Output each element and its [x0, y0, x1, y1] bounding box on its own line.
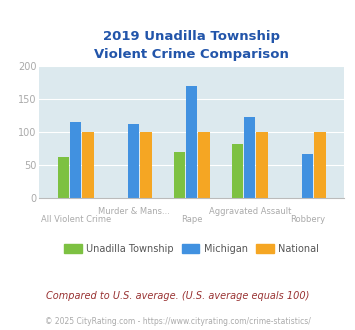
Bar [302, 154, 313, 198]
Text: Murder & Mans...: Murder & Mans... [98, 207, 170, 216]
Bar [198, 132, 209, 198]
Bar [232, 144, 243, 198]
Bar [140, 132, 152, 198]
Bar [82, 132, 94, 198]
Text: Aggravated Assault: Aggravated Assault [208, 207, 291, 216]
Bar [244, 117, 255, 198]
Bar [256, 132, 268, 198]
Text: All Violent Crime: All Violent Crime [40, 215, 111, 224]
Text: Compared to U.S. average. (U.S. average equals 100): Compared to U.S. average. (U.S. average … [46, 291, 309, 301]
Text: Rape: Rape [181, 215, 202, 224]
Bar [128, 124, 140, 198]
Bar [314, 132, 326, 198]
Title: 2019 Unadilla Township
Violent Crime Comparison: 2019 Unadilla Township Violent Crime Com… [94, 30, 289, 61]
Bar [58, 157, 69, 198]
Text: © 2025 CityRating.com - https://www.cityrating.com/crime-statistics/: © 2025 CityRating.com - https://www.city… [45, 317, 310, 326]
Bar [174, 152, 185, 198]
Bar [186, 86, 197, 198]
Legend: Unadilla Township, Michigan, National: Unadilla Township, Michigan, National [60, 240, 323, 258]
Text: Robbery: Robbery [290, 215, 325, 224]
Bar [70, 122, 81, 198]
